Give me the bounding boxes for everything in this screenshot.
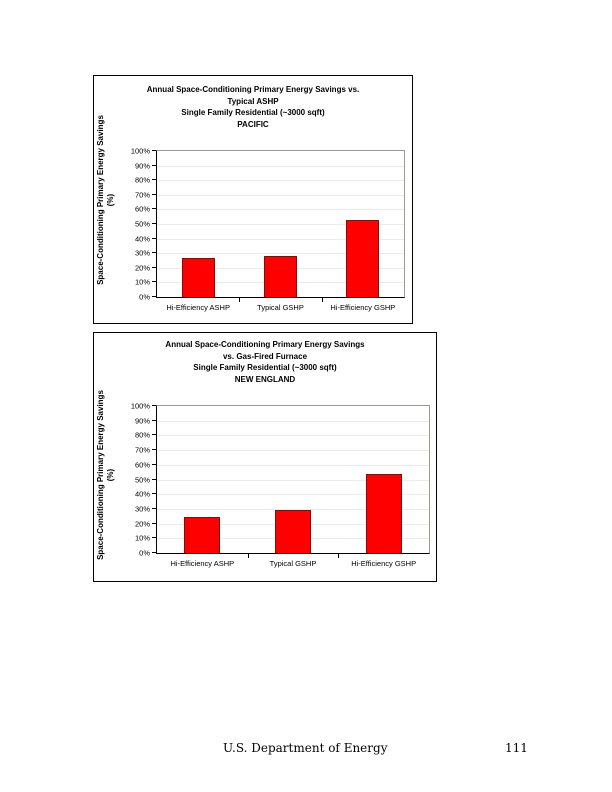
footer-organization: U.S. Department of Energy: [223, 741, 388, 755]
title-line: PACIFIC: [237, 119, 269, 129]
bar: [346, 220, 380, 297]
y-tick-label: 10%: [134, 277, 150, 287]
title-line: vs. Gas-Fired Furnace: [222, 351, 308, 361]
gridline: [157, 253, 404, 255]
y-tick-label: 60%: [134, 460, 150, 470]
gridline: [157, 435, 429, 437]
title-line: Annual Space-Conditioning Primary Energy…: [146, 85, 360, 94]
y-tick-label: 30%: [134, 504, 150, 514]
y-axis-title-line: Space-Conditioning Primary Energy Saving…: [96, 115, 105, 285]
x-tick-label: Typical GSHP: [257, 303, 304, 312]
gridline: [157, 238, 404, 240]
y-tick-label: 70%: [134, 445, 150, 455]
y-tick-label: 100%: [130, 146, 150, 156]
bar: [365, 474, 402, 553]
y-tick: [152, 449, 156, 451]
gridline: [157, 194, 404, 196]
x-tick-label: Hi-Efficiency ASHP: [166, 303, 230, 312]
chart-title: Annual Space-Conditioning Primary Energy…: [94, 339, 436, 385]
x-tick: [321, 298, 323, 302]
y-tick-label: 60%: [134, 204, 150, 214]
title-line: Single Family Residential (~3000 sqft): [193, 363, 337, 372]
bar: [184, 517, 221, 553]
y-tick-label: 30%: [134, 248, 150, 258]
y-tick: [152, 193, 156, 195]
y-tick-label: 70%: [134, 190, 150, 200]
y-tick: [152, 405, 156, 406]
title-line: NEW ENGLAND: [234, 374, 296, 384]
y-tick-label: 100%: [130, 401, 150, 411]
y-tick-label: 40%: [134, 234, 150, 244]
y-tick: [152, 522, 156, 524]
y-tick-label: 50%: [134, 219, 150, 229]
y-tick: [152, 208, 156, 210]
plot-area: 0% 10% 20% 30% 40% 50% 60% 70% 80% 90% 100% Hi-Effi…: [131, 402, 430, 568]
x-tick-label: Hi-Efficiency GSHP: [351, 559, 417, 568]
footer-page-number: 111: [505, 741, 528, 755]
y-tick: [152, 537, 156, 539]
y-tick: [152, 478, 156, 480]
y-tick-label: 10%: [134, 533, 150, 543]
chart-pacific: Annual Space-Conditioning Primary Energy…: [93, 75, 413, 324]
y-tick: [152, 223, 156, 224]
y-tick-label: 20%: [134, 263, 150, 273]
y-tick: [152, 434, 156, 436]
bar: [274, 509, 312, 553]
y-tick-label: 90%: [134, 161, 150, 171]
y-tick: [152, 281, 156, 283]
chart-title: Annual Space-Conditioning Primary Energy…: [94, 84, 412, 130]
x-tick: [338, 554, 340, 558]
y-tick-label: 0%: [139, 548, 150, 558]
y-tick: [152, 237, 156, 239]
gridline: [157, 420, 429, 422]
y-tick: [152, 266, 156, 268]
gridline: [157, 224, 404, 225]
x-tick-label: Hi-Efficiency GSHP: [330, 303, 396, 312]
title-line: Typical ASHP: [227, 96, 279, 106]
y-tick: [152, 463, 156, 465]
gridline: [157, 464, 429, 466]
y-tick: [152, 150, 156, 151]
gridline: [157, 209, 404, 211]
gridline: [157, 165, 404, 167]
x-tick-label: Typical GSHP: [269, 559, 317, 568]
plot-area: 0% 10% 20% 30% 40% 50% 60% 70% 80% 90% 100% Hi-Effi…: [131, 147, 405, 312]
y-tick: [152, 164, 156, 166]
y-tick: [152, 507, 156, 509]
y-tick-label: 40%: [134, 489, 150, 499]
y-tick: [152, 552, 156, 553]
title-line: Single Family Residential (~3000 sqft): [181, 108, 325, 117]
y-axis-title-line: (%): [106, 193, 115, 207]
y-tick-label: 90%: [134, 416, 150, 426]
y-tick-label: 0%: [139, 292, 150, 302]
y-tick-label: 50%: [134, 475, 150, 484]
y-tick-label: 20%: [134, 519, 150, 529]
y-tick: [152, 419, 156, 421]
gridline: [157, 180, 404, 182]
y-tick-label: 80%: [134, 175, 150, 185]
title-line: Annual Space-Conditioning Primary Energy…: [165, 340, 365, 349]
x-tick-label: Hi-Efficiency ASHP: [170, 559, 235, 568]
y-tick: [152, 252, 156, 254]
gridline: [157, 479, 429, 481]
y-axis-title: Space-Conditioning Primary Energy Saving…: [96, 385, 116, 565]
gridline: [157, 450, 429, 452]
bar: [264, 256, 297, 297]
bar: [181, 258, 215, 297]
y-axis-title: Space-Conditioning Primary Energy Saving…: [96, 110, 116, 290]
y-tick: [152, 296, 156, 297]
chart-new-england: Annual Space-Conditioning Primary Energy…: [93, 332, 437, 582]
y-axis-title-line: Space-Conditioning Primary Energy Saving…: [96, 390, 105, 560]
y-tick: [152, 493, 156, 495]
gridline: [157, 508, 429, 510]
gridline: [157, 494, 429, 496]
y-axis-title-line: (%): [106, 468, 115, 482]
x-tick: [239, 298, 241, 302]
y-tick: [152, 179, 156, 181]
x-tick: [247, 554, 249, 558]
y-tick-label: 80%: [134, 430, 150, 440]
